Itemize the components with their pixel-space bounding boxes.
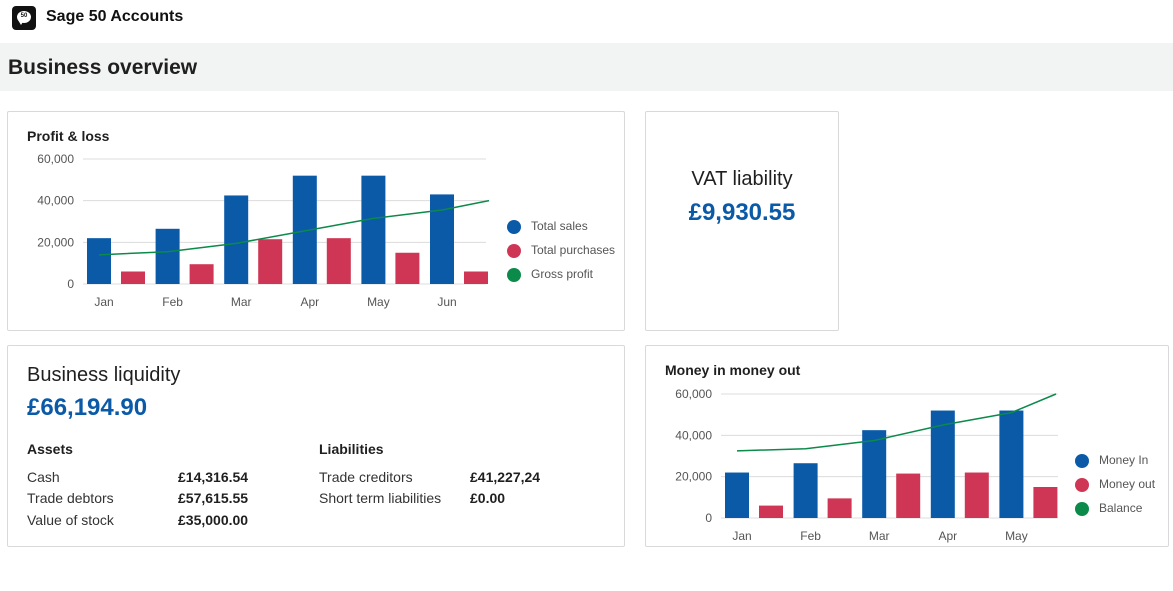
bar-total-purchases [258,239,283,284]
bar-total-sales [87,238,111,284]
x-tick-label: Jan [94,295,113,309]
x-tick-label: Apr [300,295,319,309]
sage-logo-icon[interactable]: 50 [12,6,36,30]
x-tick-label: Jan [732,529,751,543]
bar-total-purchases [464,271,488,284]
legend-dot-green-icon [507,267,521,282]
liability-value: £41,227,24 [470,469,541,485]
money-in-out-chart: 60,000 40,000 20,000 0 Jan Feb Mar Apr May [675,387,1058,543]
bar-total-purchases [395,252,420,284]
liability-value: £0.00 [470,490,506,506]
x-tick-label: May [1005,529,1028,543]
bar-money-in [930,410,955,518]
legend-gross-profit: Gross profit [507,267,593,282]
bar-total-sales [224,195,249,284]
y-tick-label: 0 [705,511,712,525]
x-tick-label: Jun [437,295,456,309]
asset-value: £14,316.54 [178,469,249,485]
asset-value: £57,615.55 [178,490,249,506]
bar-money-out [759,505,783,518]
vat-liability-card[interactable]: VAT liability £9,930.55 [645,111,839,331]
x-tick-label: Mar [869,529,890,543]
business-liquidity-card[interactable]: Business liquidity £66,194.90 Assets Cas… [7,345,625,547]
money-title: Money in money out [665,362,801,378]
bar-total-sales [361,175,386,284]
x-tick-label: Apr [938,529,957,543]
bar-money-in [725,472,749,518]
legend-dot-blue-icon [1075,453,1089,468]
legend-total-sales: Total sales [507,219,588,234]
logo-text: 50 [20,13,28,19]
liability-label: Short term liabilities [319,490,442,506]
legend-dot-red-icon [507,243,521,258]
profit-loss-chart: 60,000 40,000 20,000 0 Jan Feb Mar Apr May Jun [37,152,490,309]
x-tick-label: Feb [162,295,183,309]
bar-total-purchases [189,264,214,284]
y-tick-label: 40,000 [675,428,712,442]
asset-label: Trade debtors [27,490,114,506]
y-tick-label: 60,000 [675,387,712,401]
x-tick-label: May [367,295,390,309]
liquidity-title: Business liquidity [27,364,181,386]
liabilities-heading: Liabilities [319,441,384,457]
vat-title: VAT liability [691,168,793,190]
legend-dot-red-icon [1075,477,1089,492]
y-tick-label: 0 [67,277,74,291]
app-title: Sage 50 Accounts [46,8,184,25]
bar-total-sales [155,228,180,284]
bar-money-out [827,498,852,518]
money-in-out-card[interactable]: Money in money out 60,000 40,000 20,000 0 Ja… [645,345,1169,547]
liability-label: Trade creditors [319,469,413,485]
legend-total-purchases: Total purchases [507,243,615,258]
bar-total-purchases [121,271,145,284]
liquidity-value: £66,194.90 [27,394,148,421]
line-gross-profit [98,199,490,256]
top-bar: 50 Sage 50 Accounts [0,0,1173,40]
assets-heading: Assets [27,441,73,457]
legend-money-in: Money In [1075,453,1148,468]
asset-value: £35,000.00 [178,512,249,528]
bar-money-in [862,430,887,518]
bar-money-out [896,473,921,518]
asset-label: Value of stock [27,512,114,528]
asset-label: Cash [27,469,60,485]
profit-loss-title: Profit & loss [27,128,110,144]
legend-dot-blue-icon [507,219,521,234]
bar-money-in [793,463,818,518]
bar-money-in [999,410,1024,518]
line-balance [736,393,1057,452]
legend-money-out: Money out [1075,477,1155,492]
y-tick-label: 40,000 [37,194,74,208]
bar-total-purchases [326,238,351,284]
vat-value: £9,930.55 [688,199,796,226]
y-tick-label: 20,000 [37,235,74,249]
x-tick-label: Mar [231,295,252,309]
legend-dot-green-icon [1075,501,1089,516]
y-tick-label: 20,000 [675,470,712,484]
y-tick-label: 60,000 [37,152,74,166]
profit-loss-card[interactable]: Profit & loss 60,000 40,000 20,000 0 Jan Feb M… [7,111,625,331]
legend-balance: Balance [1075,501,1142,516]
x-tick-label: Feb [800,529,821,543]
bar-money-out [964,472,989,518]
bar-money-out [1033,487,1058,518]
page-header [0,43,1173,91]
page-title: Business overview [8,56,198,79]
